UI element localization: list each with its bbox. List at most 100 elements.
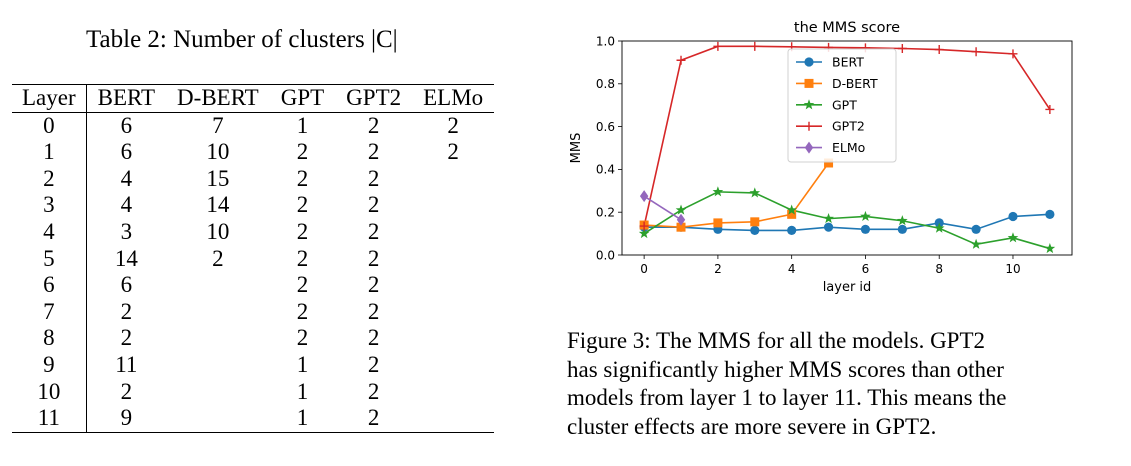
- x-tick-label: 6: [862, 262, 870, 276]
- table-cell: 6: [120, 272, 133, 298]
- data-point-gpt: [749, 187, 761, 198]
- legend-box: [787, 48, 897, 163]
- data-point-bert: [823, 222, 834, 232]
- table-cell: 1: [296, 351, 309, 377]
- table-cell: 6: [120, 112, 133, 138]
- table-cell: 4: [120, 192, 133, 218]
- data-point-bert: [750, 225, 760, 235]
- table-cell: 2: [296, 245, 309, 271]
- legend-marker-elmo: [804, 141, 814, 154]
- legend-label: D-BERT: [832, 76, 878, 91]
- series-line-gpt: [643, 191, 1051, 250]
- y-tick-label: 1.0: [596, 34, 615, 48]
- table-cell: 2: [212, 245, 224, 271]
- legend-label: ELMo: [832, 140, 865, 155]
- table-cell: [412, 272, 494, 299]
- table-cell: 10: [12, 378, 87, 406]
- table-cell: [412, 352, 494, 379]
- data-point-gpt: [675, 204, 687, 215]
- table-cell: 2: [296, 298, 309, 324]
- table-cell: 14: [114, 245, 138, 271]
- data-point-gpt: [1044, 242, 1056, 254]
- series-line-gpt2: [643, 45, 1051, 227]
- table-cell: [412, 166, 494, 193]
- data-point-d-bert: [676, 222, 686, 232]
- table-cell: 1: [296, 378, 309, 404]
- x-axis-label: layer id: [823, 280, 872, 295]
- table-row: 3 4 14 2 2: [12, 192, 494, 219]
- table-body: 0 6 7 1 2 2 1 6 10 2 2 2 2 4 15 2 2 3 4 14 2 2 4 3 10 2 2 5 14 2 2 2 6 6 2…: [12, 112, 495, 433]
- table-cell: 2: [367, 272, 380, 298]
- table-cell: [166, 379, 270, 406]
- table-cell: 2: [296, 192, 309, 218]
- table-cell: 7: [12, 298, 87, 326]
- figure-caption-line: models from layer 1 to layer 11. This me…: [567, 385, 1007, 411]
- table-cell: [166, 352, 270, 379]
- table-cell: 2: [367, 112, 380, 138]
- table-row: 9 11 1 2: [12, 351, 494, 379]
- table-cell: 1: [12, 139, 87, 166]
- y-tick-label: 0.8: [596, 77, 615, 91]
- table-cell: 0: [12, 112, 87, 140]
- figure-caption: Figure 3: The MMS for all the models. GP…: [567, 327, 1087, 442]
- table-cell: 2: [120, 325, 133, 351]
- cluster-table: Layer BERT D-BERT GPT GPT2 ELMo 0 6 7 1 2 2 1 6 10 2 2 2…: [12, 84, 495, 433]
- table-cell: 2: [296, 165, 309, 191]
- table-cell: [166, 325, 270, 352]
- table-cell: [412, 405, 494, 432]
- table-cell: 4: [12, 218, 87, 246]
- legend-marker-gpt: [803, 99, 815, 110]
- table-row: 1 6 10 2 2 2: [12, 139, 494, 166]
- table-cell: 5: [12, 245, 87, 273]
- table-cell: 2: [367, 325, 380, 351]
- x-tick-label: 4: [788, 262, 796, 276]
- column-header: D-BERT: [177, 85, 259, 110]
- x-tick-label: 2: [714, 262, 722, 276]
- y-tick-label: 0.0: [596, 248, 615, 262]
- table-cell: 2: [120, 378, 133, 404]
- table-cell: 1: [296, 405, 309, 431]
- series-line-d-bert: [644, 162, 830, 228]
- table-cell: 2: [367, 405, 380, 431]
- table-row: 2 4 15 2 2: [12, 165, 494, 193]
- series-line-bert: [644, 213, 1050, 232]
- plot-frame: [621, 40, 1073, 256]
- data-point-bert: [897, 224, 907, 234]
- y-tick-label: 0.2: [596, 206, 615, 220]
- table-cell: 6: [12, 272, 87, 299]
- table-cell: 2: [447, 139, 459, 165]
- data-point-gpt: [860, 210, 871, 222]
- table-cell: 2: [296, 272, 309, 298]
- table-cell: 2: [367, 218, 380, 244]
- table-cell: 9: [120, 405, 133, 431]
- table-cell: 6: [120, 139, 133, 165]
- table-cell: 2: [367, 165, 380, 191]
- table-row: 4 3 10 2 2: [12, 218, 494, 246]
- table-cell: [412, 299, 494, 326]
- y-tick-label: 0.6: [596, 120, 615, 134]
- data-point-gpt2: [934, 45, 944, 55]
- legend-marker-gpt2: [804, 121, 814, 131]
- table-cell: 2: [447, 112, 459, 138]
- table-cell: 11: [12, 405, 87, 433]
- data-point-bert: [1008, 211, 1018, 222]
- table-row: 0 6 7 1 2 2: [12, 112, 494, 140]
- table-cell: 9: [12, 351, 87, 379]
- table-header-row: Layer BERT D-BERT GPT GPT2 ELMo: [12, 84, 495, 113]
- table-cell: 2: [296, 139, 309, 165]
- table-cell: 14: [206, 192, 230, 218]
- mms-line-chart: the MMS score 0 2 4 6 8 10 0.0 0.2 0.4 0.6 0.8 1.0 la…: [569, 20, 1073, 295]
- data-point-gpt2: [750, 41, 760, 51]
- table-cell: [166, 299, 270, 326]
- table-cell: [412, 325, 494, 352]
- y-tick-label: 0.4: [596, 163, 615, 177]
- y-axis-label: MMS: [569, 133, 584, 164]
- series-line-elmo: [643, 195, 682, 221]
- table-cell: 15: [206, 165, 230, 191]
- data-point-gpt2: [639, 221, 649, 231]
- data-point-bert: [787, 225, 797, 235]
- table-cell: 2: [296, 325, 309, 351]
- data-point-gpt: [712, 186, 724, 197]
- table-cell: [412, 192, 494, 219]
- table-caption: Table 2: Number of clusters |C|: [86, 26, 398, 53]
